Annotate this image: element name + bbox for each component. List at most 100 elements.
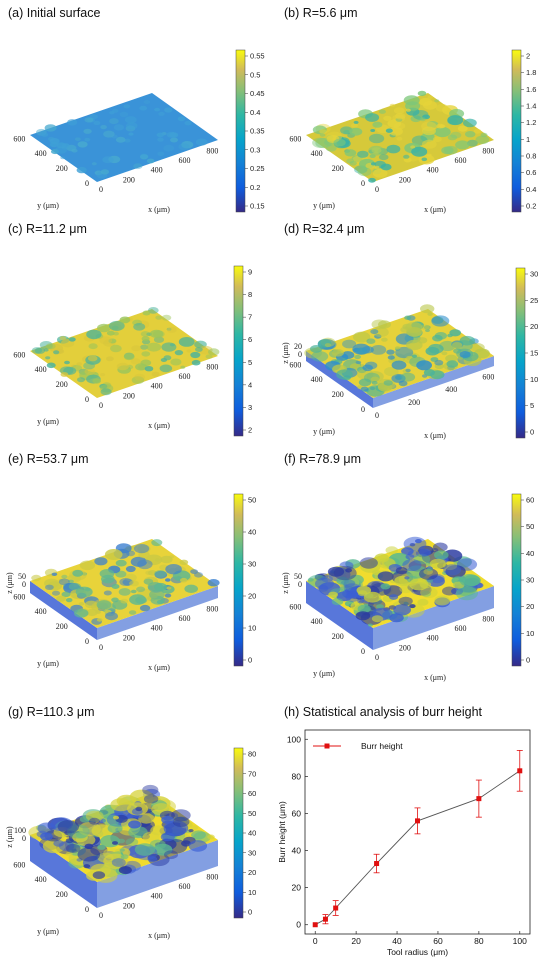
legend-label: Burr height [361,741,403,751]
surface-texture [93,120,101,126]
colorbar-tick-label: 1.8 [526,68,536,77]
surface-texture [459,574,480,587]
colorbar [233,493,244,667]
surface-texture [41,132,49,137]
surface-texture [354,354,361,360]
surface-texture [51,572,58,576]
x-tick-label: 600 [482,372,494,381]
colorbar [515,267,526,439]
x-axis-label: x (μm) [148,421,170,430]
x-tick-label: 400 [151,892,163,901]
colorbar [511,493,522,667]
surface-texture [344,149,357,157]
z-tick-label: 20 [294,342,302,351]
panel-e-title: (e) R=53.7 μm [8,452,89,466]
colorbar-tick-label: 50 [248,809,256,818]
surface-texture [92,378,101,384]
colorbar-tick-label: 70 [248,769,256,778]
panel-b-title: (b) R=5.6 μm [284,6,358,20]
y-tick-label: 400 [35,875,47,884]
x-tick-label: 400 [151,166,163,175]
x-tick-label: 600 [178,614,190,623]
surface-texture [103,848,121,860]
surface-texture [161,314,172,321]
surface-texture [317,584,329,592]
surface-texture [86,329,102,340]
colorbar-tick-label: 60 [248,789,256,798]
surface-texture [349,127,363,136]
surface-texture [331,349,344,357]
surface-texture [149,589,165,600]
surface-texture [396,136,403,141]
surface-texture [405,108,411,112]
colorbar-tick-label: 50 [248,496,256,505]
surface-texture [171,809,191,822]
surface-texture [357,150,369,158]
surface-texture [120,598,129,604]
surface-texture [130,589,137,594]
colorbar-tick-label: 0.55 [250,52,265,61]
surface-texture [57,820,79,834]
surface-texture [79,560,96,571]
surface-texture [99,336,113,345]
y-tick-label: 600 [13,592,25,601]
surface-texture [432,334,443,342]
surface-texture [125,565,136,573]
surface-texture [78,822,101,837]
surface-texture [357,604,371,613]
surface-texture [45,356,51,360]
y-tick-label: 0 [296,920,301,930]
surface-texture [394,346,401,350]
surface-texture [452,342,463,349]
surface-texture [177,116,186,122]
colorbar [511,49,522,213]
y-tick-label: 0 [85,905,89,914]
surface-texture [179,559,189,565]
panel-h-title: (h) Statistical analysis of burr height [284,705,483,719]
surface-texture [434,550,449,560]
surface-texture [360,386,369,392]
surface-texture [406,327,422,337]
surface-texture [151,539,163,547]
surface-texture [61,591,71,598]
surface-texture [378,154,389,161]
colorbar-tick-label: 0.25 [250,164,265,173]
x-tick-label: 0 [313,936,318,946]
surface-texture [126,122,138,130]
x-axis-label: x (μm) [424,205,446,214]
surface-texture [156,132,164,138]
surface-texture [368,145,385,156]
surface-texture [118,588,131,596]
surface-texture [420,324,430,330]
x-tick-label: 800 [206,872,218,881]
surface-texture [135,363,147,371]
surface-texture [383,115,392,121]
surface-texture [328,591,338,598]
surface-texture [207,579,220,587]
surface-texture [129,789,153,804]
surface-texture [111,584,120,589]
surface-texture [370,329,379,335]
surface-texture [343,579,356,587]
colorbar-tick-label: 0.2 [526,202,536,211]
surface-texture [443,564,462,576]
y-axis-label: y (μm) [313,669,335,678]
surface-texture [156,599,164,605]
x-tick-label: 200 [123,391,135,400]
colorbar-tick-label: 0.45 [250,89,265,98]
surface-texture [385,128,393,133]
surface-texture [336,369,353,380]
colorbar-tick-label: 6 [248,335,252,344]
x-tick-label: 600 [454,156,466,165]
surface-texture [372,121,383,128]
surface-texture [378,320,391,329]
surface-texture [324,343,332,348]
y-tick-label: 600 [13,860,25,869]
y-tick-label: 200 [332,164,344,173]
x-tick-label: 800 [206,146,218,155]
surface-texture [422,126,436,136]
surface-texture [117,838,125,844]
y-tick-label: 40 [292,846,302,856]
surface-texture [119,316,131,324]
